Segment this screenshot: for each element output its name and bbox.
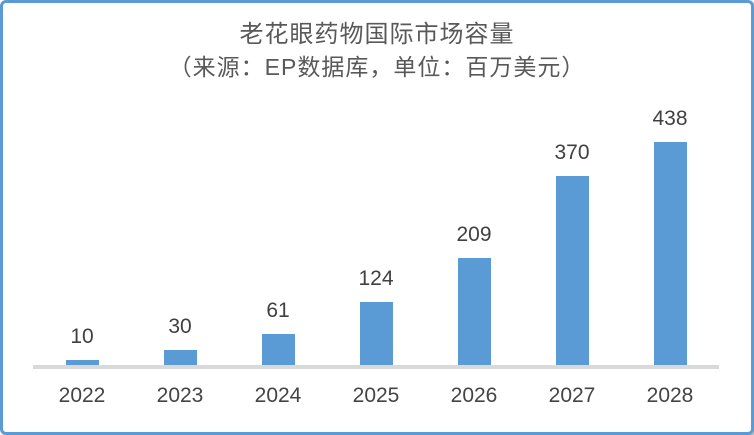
x-axis-tick-label: 2023: [156, 384, 204, 407]
bar-value-label: 438: [652, 107, 688, 130]
x-axis-tick-label: 2026: [450, 384, 498, 407]
x-axis-tick-label: 2025: [352, 384, 400, 407]
bar-group: 370: [523, 142, 621, 365]
bar-group: 124: [327, 268, 425, 365]
bar-value-label: 30: [168, 315, 192, 338]
bar: [261, 334, 295, 365]
bar-value-label: 370: [554, 141, 590, 164]
x-axis-labels: 2022 2023 2024 2025 2026 2027 2028: [33, 384, 719, 408]
chart-title-block: 老花眼药物国际市场容量 （来源：EP数据库，单位：百万美元）: [3, 19, 751, 84]
bar-group: 61: [229, 300, 327, 365]
x-axis-tick-label: 2024: [254, 384, 302, 407]
chart-title: 老花眼药物国际市场容量: [239, 21, 515, 48]
bar: [359, 302, 393, 365]
x-axis-tick-label: 2027: [548, 384, 596, 407]
bar-value-label: 61: [266, 299, 290, 322]
chart-subtitle: （来源：EP数据库，单位：百万美元）: [168, 54, 586, 81]
bar: [653, 142, 687, 365]
bar-group: 438: [621, 108, 719, 365]
bar-group: 10: [33, 326, 131, 365]
bar: [457, 258, 491, 365]
bar: [65, 360, 99, 365]
bar-group: 30: [131, 316, 229, 365]
bar: [555, 176, 589, 365]
plot-area: 10 30 61 124 209 370 438: [33, 105, 719, 365]
x-axis-tick-label: 2028: [646, 384, 694, 407]
bar-group: 209: [425, 224, 523, 365]
bar-value-label: 209: [456, 223, 492, 246]
x-axis-tick-label: 2022: [58, 384, 106, 407]
bar-value-label: 124: [358, 267, 394, 290]
bar-value-label: 10: [70, 325, 94, 348]
x-axis-line: [33, 365, 719, 369]
bar: [163, 350, 197, 365]
